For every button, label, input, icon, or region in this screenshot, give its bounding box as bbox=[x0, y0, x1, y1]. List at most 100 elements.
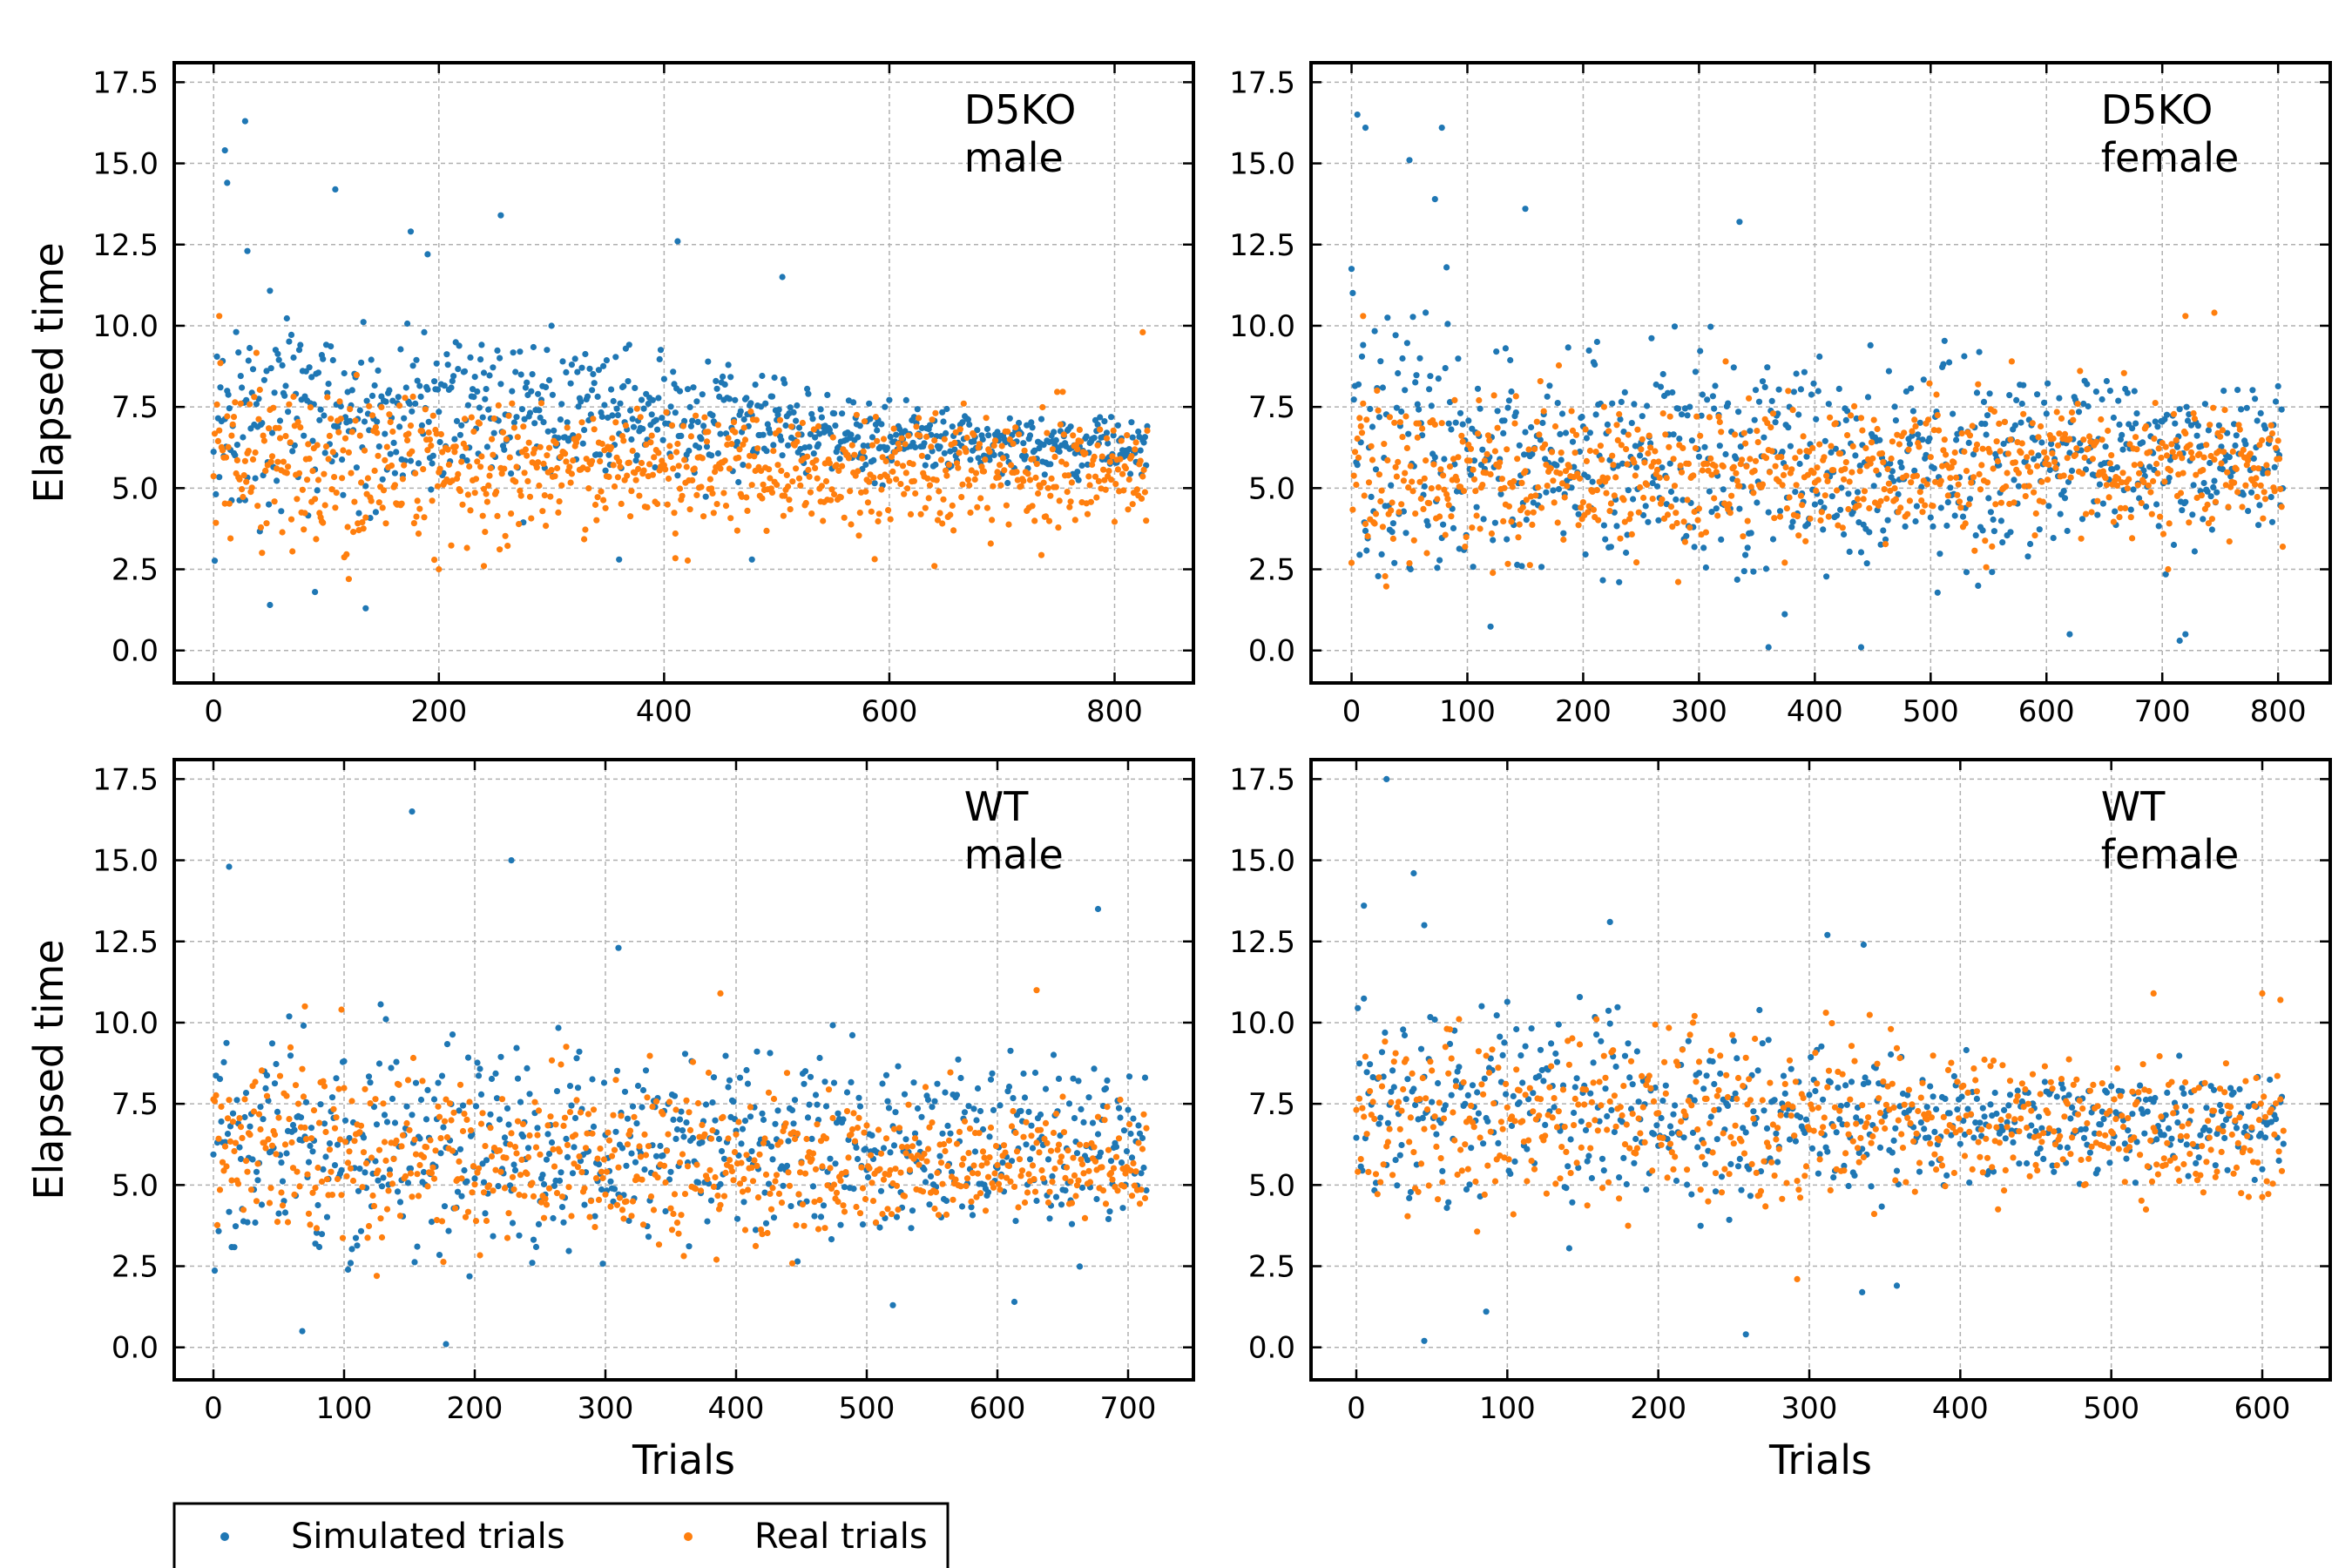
point-real bbox=[1817, 517, 1824, 524]
point-real bbox=[611, 1146, 618, 1153]
point-real bbox=[1054, 1146, 1061, 1153]
point-real bbox=[1409, 478, 1416, 485]
point-simulated bbox=[671, 1092, 679, 1099]
point-simulated bbox=[1852, 452, 1859, 459]
point-real bbox=[1783, 505, 1790, 512]
point-simulated bbox=[1676, 436, 1683, 443]
point-simulated bbox=[1644, 402, 1651, 409]
point-real bbox=[328, 1192, 336, 1199]
point-real bbox=[1821, 454, 1828, 461]
point-real bbox=[647, 1193, 655, 1200]
point-real bbox=[1423, 550, 1430, 557]
point-real bbox=[310, 1107, 318, 1114]
point-real bbox=[1044, 429, 1051, 436]
point-real bbox=[1038, 1166, 1045, 1174]
point-real bbox=[874, 437, 881, 444]
point-simulated bbox=[2213, 489, 2220, 496]
point-real bbox=[544, 452, 551, 459]
point-real bbox=[230, 414, 238, 421]
point-real bbox=[1129, 501, 1136, 508]
point-real bbox=[1564, 483, 1571, 490]
point-real bbox=[1357, 422, 1364, 429]
point-simulated bbox=[968, 1204, 975, 1211]
point-simulated bbox=[948, 1168, 956, 1176]
point-simulated bbox=[1704, 396, 1711, 403]
point-real bbox=[1466, 457, 1473, 464]
point-simulated bbox=[229, 1110, 237, 1117]
point-simulated bbox=[283, 1150, 290, 1157]
point-real bbox=[1772, 463, 1779, 470]
point-simulated bbox=[737, 408, 744, 415]
point-simulated bbox=[1016, 419, 1023, 427]
point-real bbox=[1645, 449, 1652, 457]
point-real bbox=[655, 1241, 663, 1248]
point-real bbox=[390, 1155, 397, 1163]
point-simulated bbox=[517, 1098, 524, 1105]
point-simulated bbox=[984, 1189, 992, 1196]
point-real bbox=[769, 1185, 776, 1192]
point-real bbox=[362, 1159, 370, 1167]
point-simulated bbox=[236, 1144, 243, 1151]
point-real bbox=[1386, 414, 1393, 421]
point-simulated bbox=[252, 475, 259, 482]
point-simulated bbox=[880, 1145, 888, 1152]
point-real bbox=[1473, 512, 1480, 519]
point-real bbox=[1837, 450, 1844, 457]
point-simulated bbox=[1450, 524, 1457, 532]
x-tick-label: 0 bbox=[204, 1391, 223, 1426]
point-real bbox=[540, 460, 547, 468]
point-simulated bbox=[656, 355, 663, 362]
point-real bbox=[1574, 470, 1581, 477]
point-real bbox=[1965, 501, 1972, 508]
point-real bbox=[1705, 467, 1712, 474]
point-real bbox=[576, 1153, 583, 1160]
point-simulated bbox=[807, 430, 814, 437]
point-simulated bbox=[338, 1166, 345, 1173]
point-real bbox=[679, 422, 687, 429]
point-real bbox=[1020, 1133, 1027, 1140]
point-simulated bbox=[1470, 457, 1478, 464]
point-simulated bbox=[571, 1114, 579, 1122]
point-real bbox=[778, 1200, 786, 1206]
point-real bbox=[907, 510, 915, 518]
point-simulated bbox=[290, 354, 297, 362]
point-real bbox=[970, 1162, 977, 1169]
point-simulated bbox=[396, 423, 403, 430]
point-simulated bbox=[2068, 467, 2076, 475]
point-real bbox=[2170, 410, 2178, 417]
point-simulated bbox=[1537, 436, 1544, 443]
point-simulated-outlier bbox=[224, 179, 231, 186]
point-real bbox=[382, 520, 389, 527]
point-real bbox=[743, 494, 750, 501]
point-real bbox=[1102, 486, 1109, 493]
point-real bbox=[1613, 422, 1620, 429]
point-real bbox=[620, 1215, 627, 1222]
point-simulated bbox=[414, 1243, 421, 1250]
point-simulated bbox=[983, 425, 990, 433]
point-simulated bbox=[1633, 464, 1640, 471]
point-simulated bbox=[360, 319, 367, 326]
point-real bbox=[978, 1162, 985, 1169]
point-real bbox=[1793, 482, 1800, 489]
point-real bbox=[2204, 501, 2211, 509]
point-real bbox=[761, 1135, 768, 1142]
point-real bbox=[252, 449, 259, 456]
point-simulated bbox=[461, 368, 469, 375]
point-real bbox=[1540, 408, 1547, 415]
point-simulated-outlier bbox=[1736, 219, 1743, 226]
point-simulated bbox=[393, 449, 400, 456]
point-real bbox=[1877, 497, 1884, 504]
point-real bbox=[976, 441, 983, 448]
point-real bbox=[705, 429, 712, 436]
point-real bbox=[763, 527, 770, 535]
panel-annotation-sex: female bbox=[2101, 134, 2240, 181]
point-simulated bbox=[591, 1213, 598, 1220]
point-real bbox=[432, 1147, 439, 1154]
point-simulated bbox=[767, 429, 774, 436]
point-simulated bbox=[912, 443, 919, 451]
point-simulated bbox=[689, 1134, 697, 1141]
point-simulated bbox=[989, 1070, 996, 1077]
point-real bbox=[589, 457, 596, 464]
point-simulated bbox=[571, 355, 578, 362]
point-real bbox=[598, 488, 605, 495]
